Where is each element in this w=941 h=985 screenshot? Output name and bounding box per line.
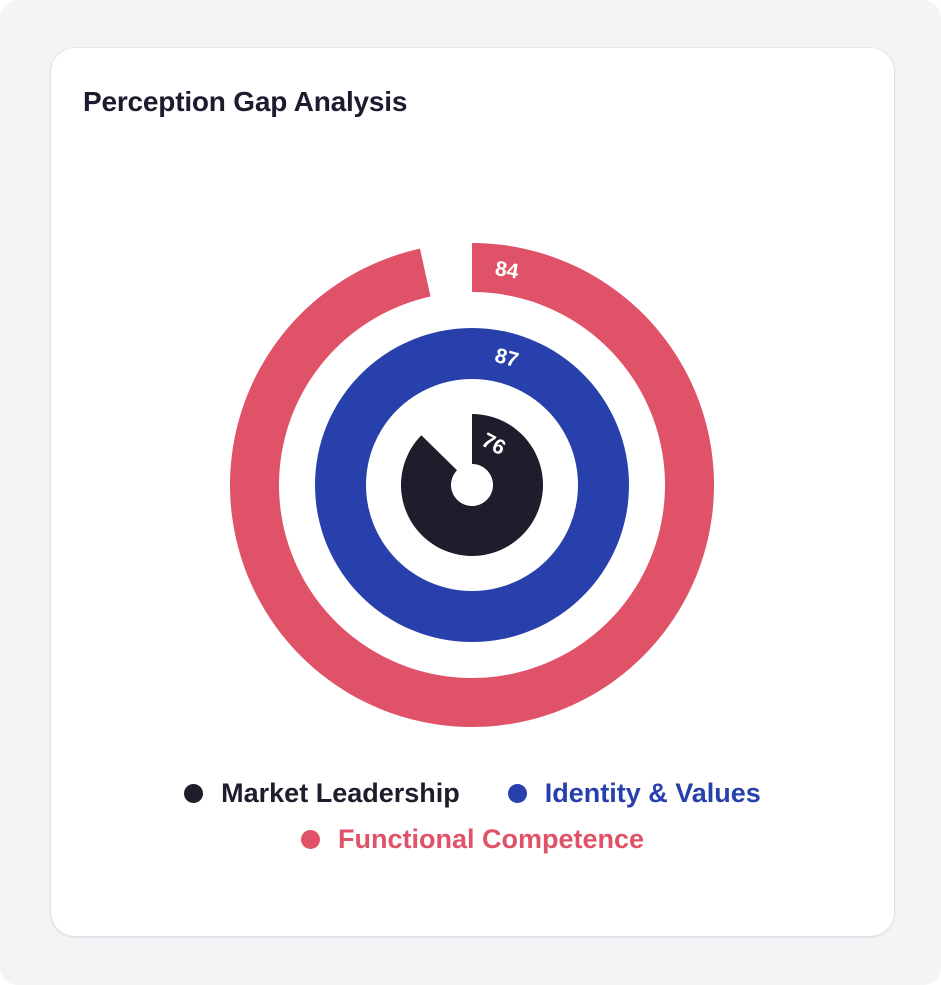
radial-bar-functional-competence[interactable] bbox=[229, 243, 714, 728]
legend-item-functional-competence[interactable]: Functional Competence bbox=[300, 823, 645, 855]
legend-dot-icon bbox=[507, 783, 527, 803]
legend-dot-icon bbox=[300, 829, 320, 849]
radial-bar-identity-values[interactable] bbox=[315, 328, 629, 642]
radial-bar-market-leadership[interactable] bbox=[400, 414, 543, 556]
chart-card: Perception Gap Analysis 76 87 84 Market Le… bbox=[51, 48, 894, 936]
legend-label: Identity & Values bbox=[544, 777, 761, 808]
legend-dot-icon bbox=[184, 783, 204, 803]
card-title: Perception Gap Analysis bbox=[83, 86, 408, 117]
legend-label: Market Leadership bbox=[221, 777, 460, 808]
legend-label: Functional Competence bbox=[337, 823, 645, 854]
chart-legend: Market Leadership Identity & Values Func… bbox=[51, 770, 894, 862]
value-label: 84 bbox=[493, 257, 520, 283]
legend-item-market-leadership[interactable]: Market Leadership bbox=[184, 778, 460, 809]
chart-rings bbox=[229, 243, 714, 728]
legend-item-identity-values[interactable]: Identity & Values bbox=[507, 777, 761, 809]
legend-row-2: Functional Competence bbox=[51, 816, 894, 862]
legend-row-1: Market Leadership Identity & Values bbox=[51, 770, 894, 816]
